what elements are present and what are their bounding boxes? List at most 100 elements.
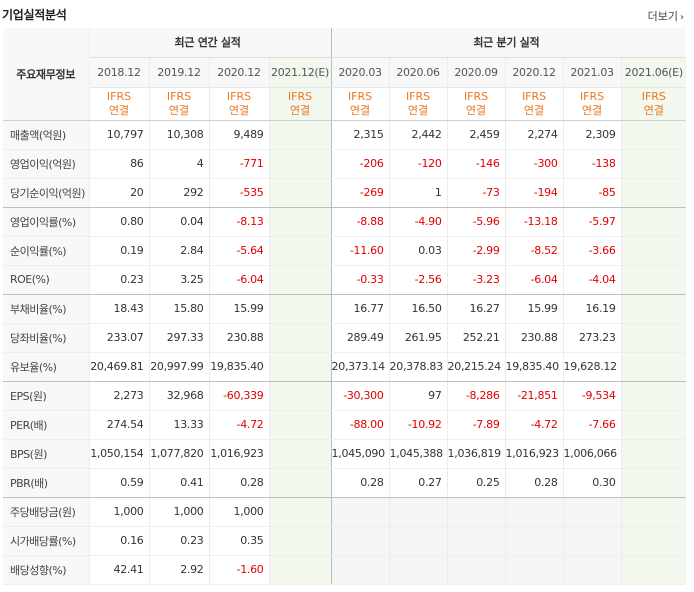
row-label: 순이익률(%) <box>3 236 90 266</box>
value-cell: 297.33 <box>149 323 210 353</box>
value-cell: 0.28 <box>209 468 270 498</box>
row-label: 시가배당률(%) <box>3 526 90 556</box>
value-cell: -88.00 <box>331 410 390 440</box>
value-cell: 16.77 <box>331 294 390 324</box>
value-cell: 233.07 <box>89 323 150 353</box>
value-cell: -5.97 <box>563 207 622 237</box>
consolidated-label: 연결 <box>228 103 250 117</box>
period-header: 2018.12 <box>89 57 150 88</box>
value-cell: 2,315 <box>331 120 390 150</box>
value-cell: -11.60 <box>331 236 390 266</box>
value-cell: -120 <box>389 149 448 179</box>
value-cell: 0.04 <box>149 207 210 237</box>
table-row: ROE(%) 0.23 3.25 -6.04 -0.33 -2.56 -3.23 -6.04-… <box>3 265 687 295</box>
value-cell: -3.66 <box>563 236 622 266</box>
value-cell: -2.99 <box>447 236 506 266</box>
value-cell: 4 <box>149 149 210 179</box>
value-cell: 230.88 <box>505 323 564 353</box>
row-label: 주당배당금(원) <box>3 497 90 527</box>
period-header: 2020.09 <box>447 57 506 88</box>
value-cell <box>621 526 687 556</box>
value-cell <box>389 497 448 527</box>
ifrs-label: IFRS <box>106 89 132 103</box>
value-cell <box>505 526 564 556</box>
value-cell: 273.23 <box>563 323 622 353</box>
ifrs-badge: IFRS 연결 <box>331 87 390 121</box>
row-label: 부채비율(%) <box>3 294 90 324</box>
ifrs-badge: IFRS 연결 <box>389 87 448 121</box>
value-cell: -73 <box>447 178 506 208</box>
value-cell: 16.19 <box>563 294 622 324</box>
value-cell: 2,273 <box>89 381 150 411</box>
value-cell <box>563 555 622 585</box>
value-cell <box>331 555 390 585</box>
value-cell: 16.50 <box>389 294 448 324</box>
value-cell <box>621 207 687 237</box>
more-link[interactable]: 더보기 › <box>648 8 684 24</box>
value-cell: 0.41 <box>149 468 210 498</box>
ifrs-label: IFRS <box>463 89 489 103</box>
value-cell: 2,442 <box>389 120 448 150</box>
row-header-label: 주요재무정보 <box>16 67 76 81</box>
value-cell <box>389 526 448 556</box>
value-cell: 15.80 <box>149 294 210 324</box>
consolidated-label: 연결 <box>523 103 545 117</box>
table-row: BPS(원) 1,050,154 1,077,820 1,016,923 1,045,0… <box>3 439 687 469</box>
value-cell <box>621 236 687 266</box>
ifrs-label: IFRS <box>579 89 605 103</box>
value-cell: 86 <box>89 149 150 179</box>
value-cell: -8.88 <box>331 207 390 237</box>
value-cell: -5.96 <box>447 207 506 237</box>
value-cell: -300 <box>505 149 564 179</box>
value-cell: -4.04 <box>563 265 622 295</box>
value-cell: 1,077,820 <box>149 439 210 469</box>
ifrs-label: IFRS <box>226 89 252 103</box>
value-cell: 0.16 <box>89 526 150 556</box>
value-cell: -8.52 <box>505 236 564 266</box>
value-cell: -4.72 <box>505 410 564 440</box>
value-cell: -7.66 <box>563 410 622 440</box>
value-cell: 289.49 <box>331 323 390 353</box>
value-cell <box>621 178 687 208</box>
value-cell <box>621 265 687 295</box>
consolidated-label: 연결 <box>407 103 429 117</box>
page-title: 기업실적분석 <box>2 8 67 22</box>
table-row: 시가배당률(%) 0.16 0.23 0.35 <box>3 526 687 556</box>
value-cell: 16.27 <box>447 294 506 324</box>
period-header-estimate: 2021.12(E) <box>269 57 332 88</box>
value-cell <box>269 555 332 585</box>
ifrs-label: IFRS <box>347 89 373 103</box>
row-label: PBR(배) <box>3 468 90 498</box>
value-cell <box>269 120 332 150</box>
value-cell: 0.28 <box>505 468 564 498</box>
value-cell: 2.84 <box>149 236 210 266</box>
value-cell <box>621 439 687 469</box>
ifrs-badge: IFRS 연결 <box>505 87 564 121</box>
value-cell: 1 <box>389 178 448 208</box>
consolidated-label: 연결 <box>168 103 190 117</box>
table-row: 영업이익률(%) 0.80 0.04 -8.13 -8.88 -4.90 -5.96 -13.… <box>3 207 687 237</box>
value-cell: -13.18 <box>505 207 564 237</box>
period-header-estimate: 2021.06(E) <box>621 57 687 88</box>
value-cell <box>269 468 332 498</box>
value-cell: 2,274 <box>505 120 564 150</box>
value-cell: 274.54 <box>89 410 150 440</box>
value-cell: 0.30 <box>563 468 622 498</box>
row-label: 매출액(억원) <box>3 120 90 150</box>
value-cell <box>269 323 332 353</box>
consolidated-label: 연결 <box>465 103 487 117</box>
value-cell: 1,006,066 <box>563 439 622 469</box>
ifrs-label: IFRS <box>166 89 192 103</box>
value-cell: -206 <box>331 149 390 179</box>
value-cell: -9,534 <box>563 381 622 411</box>
financial-summary-table: 주요재무정보 최근 연간 실적 최근 분기 실적 2018.12 2019.12… <box>3 28 687 585</box>
row-label: 영업이익(억원) <box>3 149 90 179</box>
value-cell: 1,016,923 <box>209 439 270 469</box>
value-cell: 20 <box>89 178 150 208</box>
annual-header: 최근 연간 실적 <box>89 28 332 58</box>
consolidated-label: 연결 <box>108 103 130 117</box>
table-row: 당좌비율(%) 233.07 297.33 230.88 289.49 261.95 252… <box>3 323 687 353</box>
value-cell: -30,300 <box>331 381 390 411</box>
value-cell: -4.90 <box>389 207 448 237</box>
value-cell: -1.60 <box>209 555 270 585</box>
